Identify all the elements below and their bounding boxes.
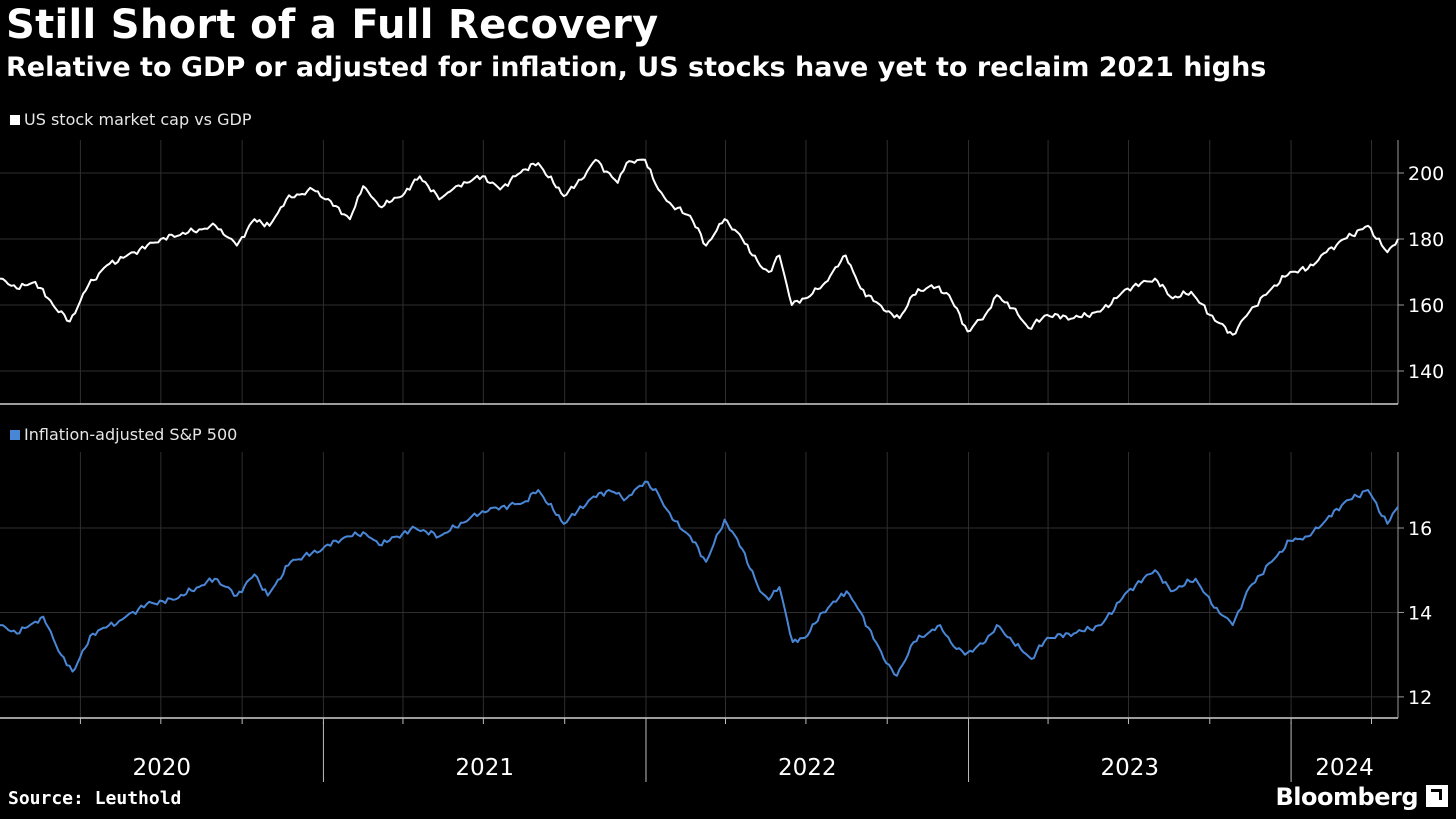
x-tick-label: 2024: [1315, 755, 1374, 781]
brand-logo-text: Bloomberg: [1275, 783, 1419, 811]
legend-swatch-market-cap: [10, 114, 20, 125]
x-tick-label: 2023: [1101, 755, 1160, 781]
x-tick-label: 2020: [132, 755, 191, 781]
series-line: [0, 158, 1399, 336]
y-tick-label: 140: [1408, 361, 1444, 383]
y-tick-label: 200: [1408, 163, 1444, 185]
y-tick-label: 16: [1408, 518, 1432, 540]
x-tick-label: 2021: [455, 755, 514, 781]
y-tick-label: 14: [1408, 602, 1432, 624]
chart-title: Still Short of a Full Recovery: [6, 2, 659, 48]
chart-subtitle: Relative to GDP or adjusted for inflatio…: [6, 52, 1267, 83]
x-tick-label: 2022: [778, 755, 837, 781]
y-tick-label: 12: [1408, 687, 1432, 709]
legend-top: US stock market cap vs GDP: [10, 110, 251, 129]
y-tick-label: 160: [1408, 295, 1444, 317]
source-note: Source: Leuthold: [8, 788, 182, 809]
y-tick-label: 180: [1408, 229, 1444, 251]
legend-label-sp500: Inflation-adjusted S&P 500: [24, 425, 238, 444]
bloomberg-icon: [1426, 785, 1448, 807]
legend-label-market-cap: US stock market cap vs GDP: [24, 110, 252, 129]
legend-swatch-sp500: [10, 429, 20, 440]
legend-bottom: Inflation-adjusted S&P 500: [10, 425, 237, 444]
series-line: [0, 480, 1399, 677]
